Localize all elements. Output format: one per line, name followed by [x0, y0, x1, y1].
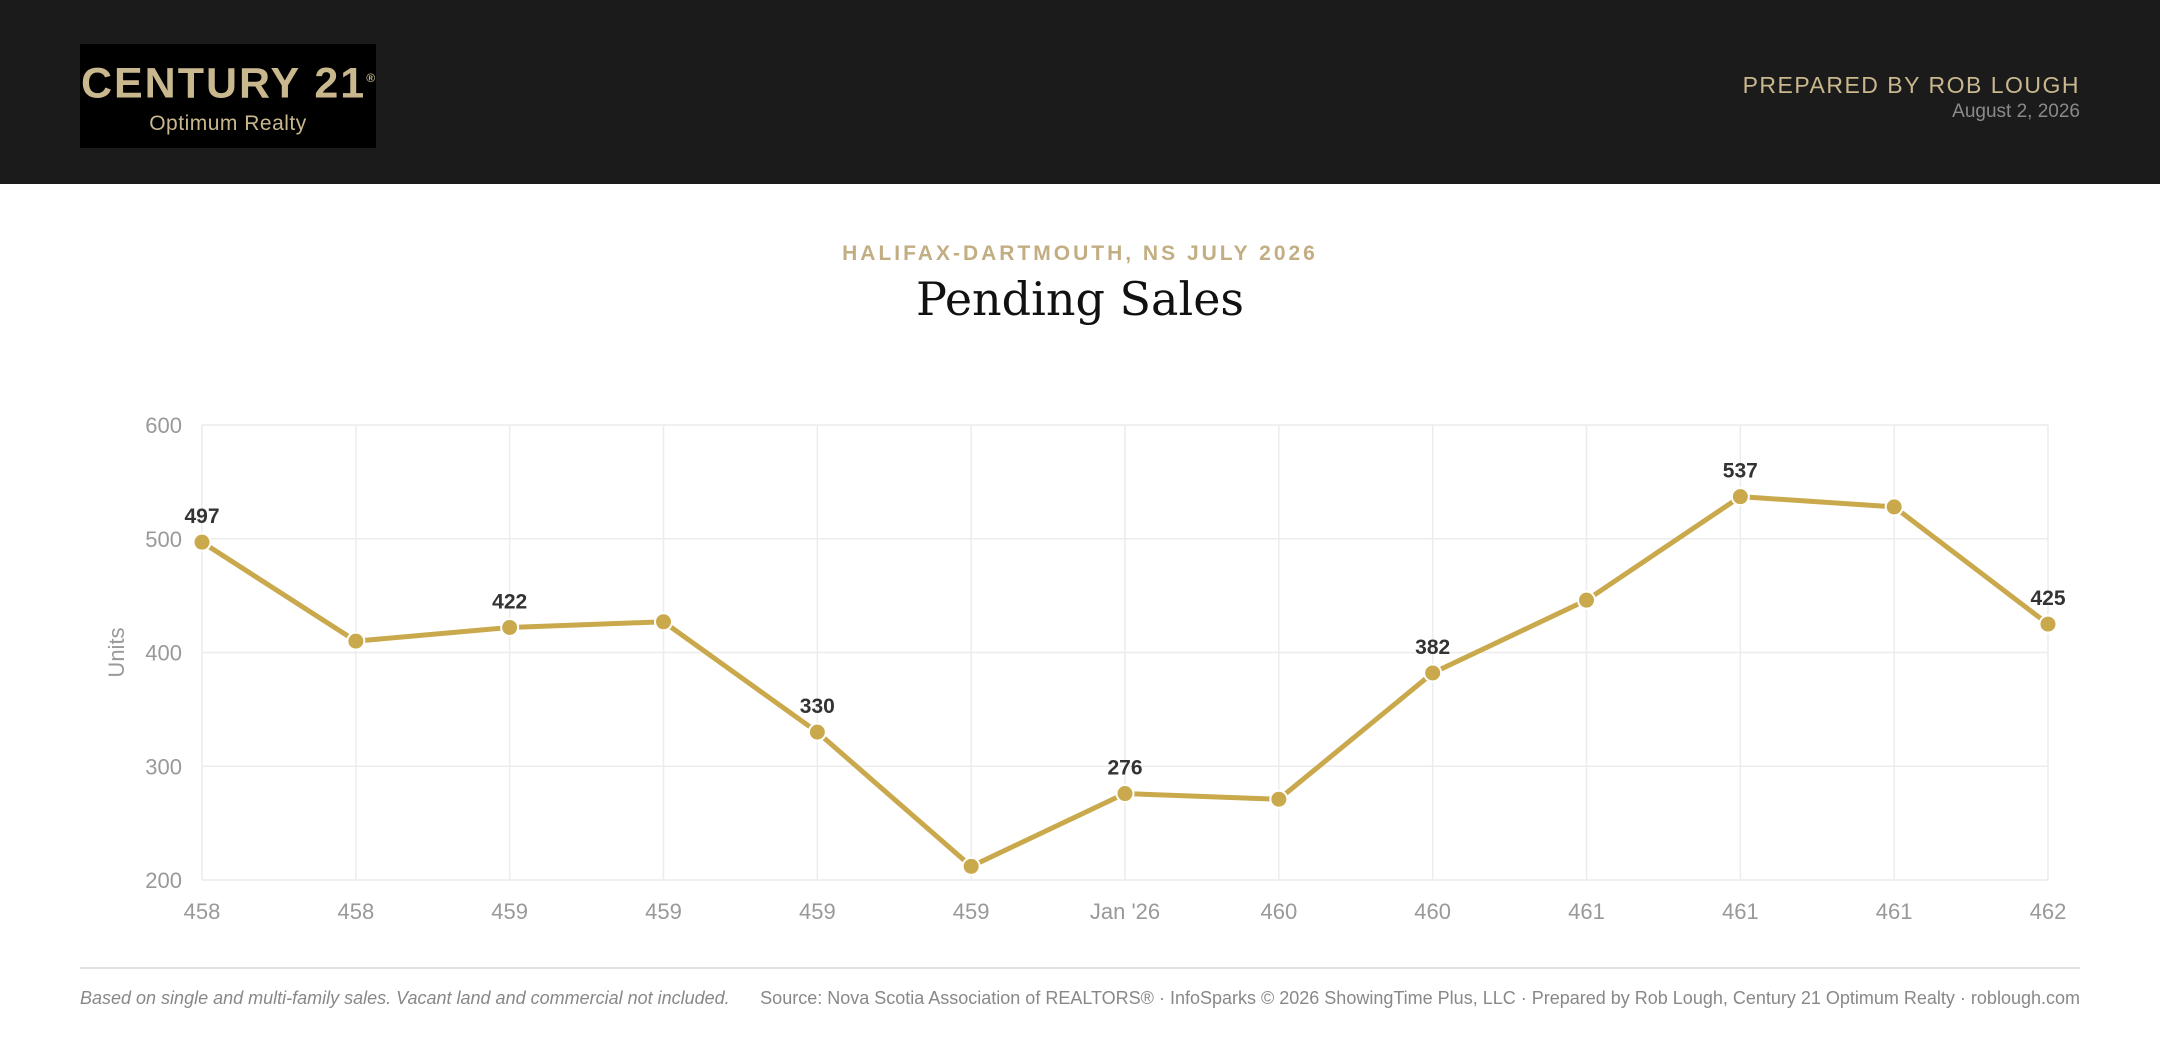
prepared-by: PREPARED BY ROB LOUGH [1742, 72, 2080, 98]
x-tick-label: 459 [645, 899, 682, 924]
x-tick-label: 460 [1260, 899, 1297, 924]
logo-registered-mark: ® [366, 71, 376, 86]
report-location-period: HALIFAX-DARTMOUTH, NS JULY 2026 [842, 242, 1318, 265]
footer-note: Based on single and multi-family sales. … [80, 988, 730, 1008]
logo-subtitle: Optimum Realty [149, 111, 307, 135]
century21-logo: CENTURY 21® Optimum Realty [80, 44, 376, 148]
footer-divider [80, 967, 2080, 969]
x-tick-label: 461 [1568, 899, 1605, 924]
data-label: 276 [1107, 757, 1142, 780]
data-point [807, 722, 827, 742]
data-point [654, 612, 673, 632]
data-point [1577, 590, 1596, 610]
data-label: 330 [800, 695, 835, 718]
chart-title: Pending Sales [915, 272, 1245, 326]
data-label: 537 [1723, 460, 1758, 483]
x-tick-label: 458 [337, 899, 374, 924]
x-tick-label: 458 [184, 899, 221, 924]
x-tick-label: Jan '26 [1090, 899, 1160, 924]
y-tick-label: 500 [145, 527, 182, 552]
x-tick-label: 461 [1722, 899, 1759, 924]
x-tick-label: 460 [1414, 899, 1451, 924]
footer-source: Source: Nova Scotia Association of REALT… [760, 988, 2080, 1008]
data-point [2038, 614, 2058, 634]
x-tick-label: 462 [2030, 899, 2067, 924]
pending-sales-chart: 200 300 400 500 600 458 458 459 459 459 459 Jan '26… [104, 413, 2067, 924]
data-point [1423, 663, 1443, 683]
y-axis-label: Units [104, 627, 129, 677]
data-point [1730, 487, 1750, 507]
data-label: 497 [184, 505, 219, 528]
y-tick-label: 200 [145, 868, 182, 893]
data-point [346, 631, 366, 651]
x-tick-label: 459 [953, 899, 990, 924]
data-point [500, 617, 520, 637]
report-header: CENTURY 21® Optimum Realty PREPARED BY R… [0, 0, 2160, 184]
data-point [192, 532, 212, 552]
data-point [1884, 497, 1904, 517]
x-tick-label: 459 [491, 899, 528, 924]
data-label: 422 [492, 590, 527, 613]
logo-wordmark: CENTURY 21 [80, 59, 367, 108]
x-tick-label: 459 [799, 899, 836, 924]
y-tick-label: 600 [145, 413, 182, 438]
x-tick-label: 461 [1876, 899, 1913, 924]
data-point [961, 856, 981, 876]
report-date: August 2, 2026 [1952, 101, 2080, 122]
data-point [1269, 789, 1289, 809]
y-tick-label: 300 [145, 754, 182, 779]
data-point [1115, 784, 1135, 804]
data-label: 425 [2030, 587, 2065, 610]
data-label: 382 [1415, 636, 1450, 659]
y-tick-label: 400 [145, 641, 182, 666]
